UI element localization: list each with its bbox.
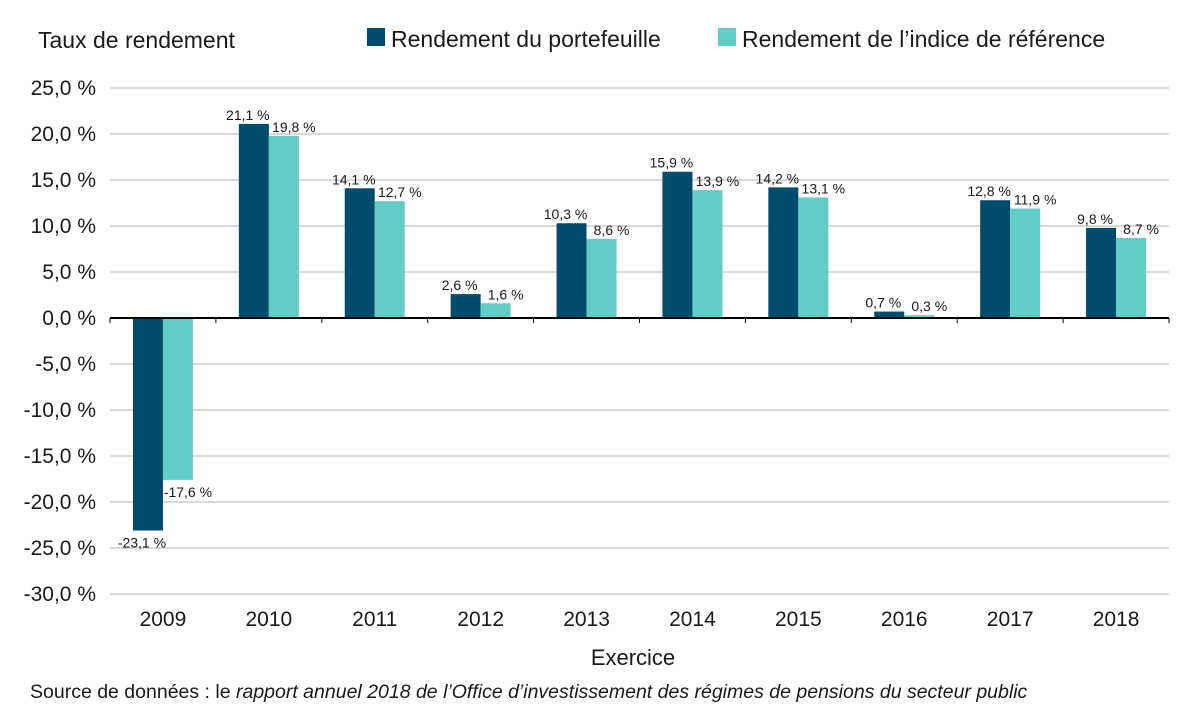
x-tick-label: 2015: [775, 608, 822, 631]
x-tick-label: 2013: [563, 608, 610, 631]
bar-benchmark-2012: [480, 303, 511, 318]
bar-benchmark-2015: [798, 197, 829, 318]
bar-portfolio-2011: [344, 188, 375, 318]
bar-benchmark-2018: [1116, 237, 1147, 318]
bar-portfolio-2017: [980, 200, 1011, 318]
bar-benchmark-2013: [586, 238, 617, 318]
legend-swatch-portfolio: [367, 28, 385, 46]
y-tick-label: 0,0 %: [42, 307, 96, 330]
data-label-portfolio-2009: -23,1 %: [118, 535, 166, 551]
y-tick-label: -25,0 %: [24, 537, 96, 560]
y-tick-label: 15,0 %: [31, 169, 96, 192]
y-tick-label: 25,0 %: [31, 77, 96, 100]
x-tick-label: 2009: [140, 608, 187, 631]
data-label-benchmark-2010: 19,8 %: [272, 119, 316, 135]
source-report-title: rapport annuel 2018 de l’Office d’invest…: [235, 681, 1028, 703]
x-tick-label: 2017: [987, 608, 1034, 631]
y-tick-label: -20,0 %: [24, 491, 96, 514]
legend-label-benchmark: Rendement de l’indice de référence: [742, 26, 1105, 52]
bar-portfolio-2010: [238, 123, 269, 318]
y-tick-label: 10,0 %: [31, 215, 96, 238]
x-tick-label: 2014: [669, 608, 716, 631]
y-axis-ticks: 25,0 % 20,0 % 15,0 % 10,0 % 5,0 % 0,0 % -5,0 %…: [24, 77, 96, 606]
data-label-portfolio-2012: 2,6 %: [442, 277, 478, 293]
bar-benchmark-2014: [692, 190, 723, 318]
data-label-benchmark-2015: 13,1 %: [802, 180, 846, 196]
data-label-benchmark-2018: 8,7 %: [1123, 221, 1159, 237]
bars: [132, 123, 1147, 531]
data-label-portfolio-2016: 0,7 %: [865, 295, 901, 311]
data-label-portfolio-2017: 12,8 %: [967, 183, 1011, 199]
data-label-benchmark-2011: 12,7 %: [378, 184, 422, 200]
y-tick-label: 5,0 %: [42, 261, 96, 284]
x-axis-title: Exercice: [591, 645, 675, 670]
y-tick-label: -5,0 %: [35, 353, 96, 376]
data-label-portfolio-2011: 14,1 %: [332, 171, 376, 187]
legend-label-portfolio: Rendement du portefeuille: [391, 26, 661, 52]
data-labels: -23,1 % -17,6 % 21,1 %19,8 % 14,1 %12,7 % 2,…: [118, 107, 1159, 551]
bar-portfolio-2012: [450, 294, 481, 318]
x-axis-ticks: 2009 2010 2011 2012 2013 2014 2015 2016 2017 2018: [140, 608, 1140, 631]
y-tick-label: 20,0 %: [31, 123, 96, 146]
data-label-benchmark-2017: 11,9 %: [1014, 192, 1057, 208]
bar-benchmark-2016: [904, 315, 935, 318]
data-label-benchmark-2012: 1,6 %: [488, 286, 524, 302]
x-tick-label: 2011: [352, 608, 397, 631]
data-label-benchmark-2013: 8,6 %: [594, 222, 630, 238]
bar-portfolio-2016: [874, 311, 905, 318]
data-label-benchmark-2014: 13,9 %: [696, 173, 740, 189]
x-tick-label: 2012: [457, 608, 504, 631]
data-label-portfolio-2018: 9,8 %: [1077, 211, 1113, 227]
y-tick-label: -15,0 %: [24, 445, 96, 468]
bar-portfolio-2009: [132, 318, 163, 531]
y-tick-label: -30,0 %: [24, 583, 96, 606]
bar-portfolio-2015: [768, 187, 799, 318]
source-prefix: Source de données : le: [30, 681, 236, 703]
data-label-benchmark-2009: -17,6 %: [164, 484, 212, 500]
x-tick-label: 2016: [881, 608, 928, 631]
data-label-portfolio-2015: 14,2 %: [756, 170, 800, 186]
zero-axis: [109, 317, 1170, 323]
legend-swatch-benchmark: [718, 28, 736, 46]
bar-benchmark-2009: [162, 318, 193, 480]
data-label-portfolio-2014: 15,9 %: [650, 155, 694, 171]
bar-benchmark-2010: [268, 135, 299, 318]
bar-benchmark-2011: [374, 201, 405, 318]
legend: Rendement du portefeuille Rendement de l…: [367, 26, 1105, 52]
bar-portfolio-2013: [556, 223, 587, 318]
y-axis-title: Taux de rendement: [38, 27, 236, 53]
x-tick-label: 2018: [1093, 608, 1140, 631]
bar-benchmark-2017: [1010, 208, 1041, 318]
bar-portfolio-2014: [662, 171, 693, 318]
data-label-portfolio-2013: 10,3 %: [544, 206, 588, 222]
source-note: Source de données : le rapport annuel 20…: [30, 681, 1027, 704]
x-tick-label: 2010: [245, 608, 292, 631]
data-label-portfolio-2010: 21,1 %: [226, 107, 270, 123]
y-tick-label: -10,0 %: [24, 399, 96, 422]
bar-portfolio-2018: [1086, 227, 1117, 318]
data-label-benchmark-2016: 0,3 %: [911, 298, 947, 314]
